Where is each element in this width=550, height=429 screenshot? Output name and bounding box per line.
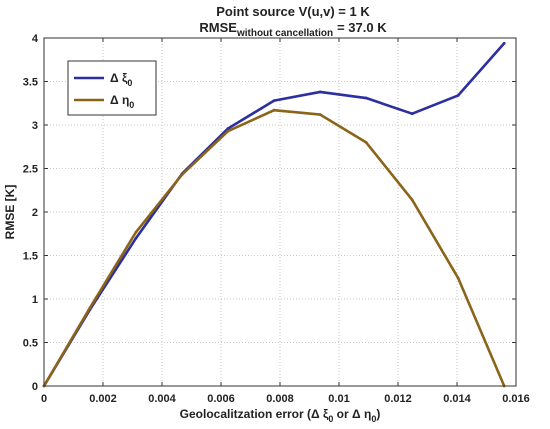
y-tick-label: 1.5 <box>23 251 38 263</box>
data-point-delta-xi <box>318 90 322 94</box>
x-tick-label: 0.002 <box>89 393 117 405</box>
data-point-delta-xi <box>364 96 368 100</box>
data-point-delta-eta <box>364 141 368 144</box>
data-point-delta-xi <box>410 112 414 116</box>
legend-eta-sub: 0 <box>129 100 134 110</box>
xlabel-suffix: ) <box>376 407 380 421</box>
data-point-delta-eta <box>134 230 138 234</box>
legend-box <box>67 60 157 116</box>
legend-label-xi: Δ ξ0 <box>110 71 132 88</box>
data-point-delta-eta <box>88 306 92 310</box>
y-axis-label: RMSE [K] <box>3 185 17 240</box>
y-tick-label: 0.5 <box>23 338 38 350</box>
x-tick-label: 0.006 <box>207 393 235 405</box>
subtitle-main: RMSE <box>199 20 237 35</box>
legend-xi-sub: 0 <box>127 78 132 88</box>
data-point-delta-eta <box>180 173 184 176</box>
x-tick-label: 0.012 <box>384 393 412 405</box>
x-tick-label: 0.01 <box>328 393 349 405</box>
legend-eta-prefix: Δ η <box>110 93 129 107</box>
y-tick-label: 4 <box>32 33 39 45</box>
data-point-delta-xi <box>272 99 276 103</box>
y-tick-label: 3.5 <box>23 77 38 89</box>
xlabel-sub1: 0 <box>328 414 333 424</box>
xlabel-sub2: 0 <box>371 414 376 424</box>
x-tick-label: 0.004 <box>148 393 176 405</box>
x-tick-label: 0.014 <box>443 393 471 405</box>
legend: Δ ξ0 Δ η0 <box>67 60 157 116</box>
y-axis-ticks: 0 0.5 1 1.5 2 2.5 3 3.5 4 <box>23 33 516 393</box>
subtitle-subscript: without cancellation <box>236 28 333 39</box>
x-axis-ticks: 0 0.002 0.004 0.006 0.008 0.01 0.012 0.014 0.016 <box>41 38 530 405</box>
legend-xi-prefix: Δ ξ <box>110 71 128 85</box>
data-point-delta-xi <box>502 41 506 45</box>
x-axis-label: Geolocalitzation error (Δ ξ0 or Δ η0) <box>180 407 381 424</box>
x-tick-label: 0.016 <box>502 393 530 405</box>
data-point-delta-eta <box>456 276 460 280</box>
data-point-delta-xi <box>456 94 460 97</box>
chart-subtitle: RMSEwithout cancellation = 37.0 K <box>199 20 387 39</box>
subtitle-suffix: = 37.0 K <box>337 20 387 35</box>
xlabel-middle: or Δ η <box>333 407 371 421</box>
data-point-delta-eta <box>410 198 414 202</box>
data-point-delta-eta <box>318 113 322 116</box>
data-point-delta-eta <box>226 129 230 133</box>
chart-title: Point source V(u,v) = 1 K <box>216 4 370 19</box>
legend-label-eta: Δ η0 <box>110 93 134 110</box>
y-tick-label: 0 <box>32 381 38 393</box>
y-tick-label: 2.5 <box>23 164 38 176</box>
data-point-delta-eta <box>272 108 276 112</box>
y-tick-label: 2 <box>32 207 38 219</box>
y-tick-label: 1 <box>32 294 38 306</box>
xlabel-prefix: Geolocalitzation error (Δ ξ <box>180 407 329 421</box>
data-point-delta-xi <box>134 236 138 240</box>
series-lines <box>42 41 506 388</box>
x-tick-label: 0 <box>41 393 47 405</box>
y-tick-label: 3 <box>32 120 38 132</box>
data-point-delta-xi <box>226 127 230 130</box>
x-tick-label: 0.008 <box>266 393 294 405</box>
